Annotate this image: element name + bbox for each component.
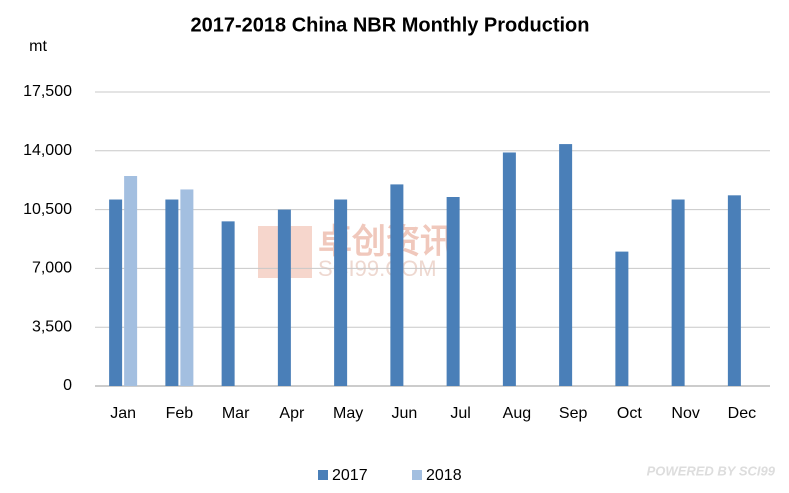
bar: [390, 184, 404, 386]
x-tick-label: Feb: [166, 405, 194, 422]
y-tick-label: 17,500: [23, 83, 72, 100]
x-tick-label: Mar: [222, 405, 250, 422]
x-tick-label: Nov: [671, 405, 699, 422]
legend-label: 2017: [332, 467, 368, 484]
bar: [180, 189, 194, 386]
bar: [446, 197, 460, 386]
y-tick-label: 3,500: [32, 318, 72, 335]
bar: [165, 199, 179, 386]
x-tick-label: Oct: [617, 405, 642, 422]
bar: [221, 221, 235, 386]
bar: [109, 199, 123, 386]
bar: [615, 251, 629, 386]
y-tick-label: 7,000: [32, 260, 72, 277]
x-tick-label: Aug: [503, 405, 531, 422]
x-tick-label: May: [333, 405, 363, 422]
legend-swatch: [318, 470, 328, 480]
chart-title: 2017-2018 China NBR Monthly Production: [191, 14, 590, 36]
y-axis-label: mt: [29, 38, 47, 55]
x-tick-label: Jul: [450, 405, 470, 422]
bar: [727, 195, 741, 386]
x-tick-label: Jan: [110, 405, 136, 422]
x-tick-label: Apr: [279, 405, 305, 422]
y-tick-label: 10,500: [23, 201, 72, 218]
y-tick-label: 14,000: [23, 142, 72, 159]
bar: [277, 209, 291, 386]
bar: [671, 199, 685, 386]
y-tick-label: 0: [63, 377, 72, 394]
x-tick-label: Jun: [391, 405, 417, 422]
x-tick-label: Sep: [559, 405, 588, 422]
legend-swatch: [412, 470, 422, 480]
bar: [124, 176, 138, 386]
legend-label: 2018: [426, 467, 462, 484]
footer: POWERED BY SCI99: [647, 463, 776, 478]
bar: [502, 152, 516, 386]
bar: [559, 144, 573, 386]
bar: [334, 199, 348, 386]
x-tick-label: Dec: [728, 405, 756, 422]
